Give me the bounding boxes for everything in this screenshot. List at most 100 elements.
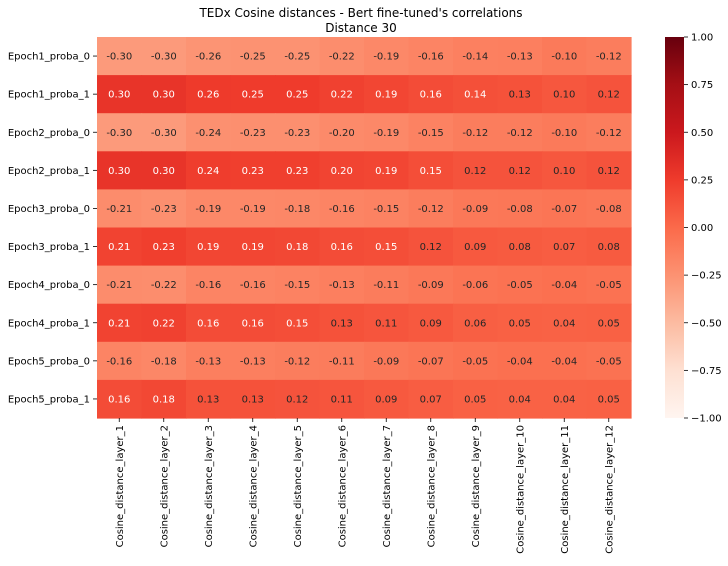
heatmap-cell <box>586 37 632 76</box>
cell-value-label: 0.06 <box>464 318 486 329</box>
heatmap-cell <box>230 379 276 419</box>
x-tick-label: Cosine_distance_layer_1 <box>115 425 126 547</box>
heatmap-cell <box>586 151 632 190</box>
cell-value-label: -0.15 <box>418 128 444 139</box>
heatmap-cell <box>97 75 143 114</box>
cell-value-label: -0.10 <box>551 52 577 63</box>
cell-value-label: -0.05 <box>596 356 622 367</box>
cell-value-label: -0.30 <box>151 128 177 139</box>
heatmap-cell <box>542 113 588 152</box>
heatmap-cell <box>408 151 454 190</box>
cell-value-label: -0.13 <box>195 356 221 367</box>
cell-value-label: -0.23 <box>151 204 177 215</box>
cell-value-label: 0.30 <box>108 90 130 101</box>
cell-value-label: -0.11 <box>329 356 355 367</box>
cell-value-label: -0.23 <box>284 128 310 139</box>
heatmap-cell <box>542 303 588 343</box>
heatmap-cell <box>364 75 410 114</box>
cell-value-label: 0.23 <box>286 166 308 177</box>
cell-value-label: -0.08 <box>596 204 622 215</box>
heatmap-cell <box>230 227 276 267</box>
heatmap-cell <box>453 37 499 76</box>
cell-value-label: -0.12 <box>507 128 533 139</box>
cell-value-label: -0.12 <box>596 128 622 139</box>
heatmap-cell <box>408 265 454 305</box>
heatmap-cell <box>586 341 632 381</box>
y-tick-label: Epoch4_proba_0 <box>8 280 90 291</box>
heatmap-cell <box>319 37 365 76</box>
cell-value-label: 0.09 <box>464 242 486 253</box>
cell-value-label: 0.16 <box>108 394 130 405</box>
heatmap-cell <box>364 265 410 305</box>
heatmap-cell <box>319 113 365 152</box>
cell-value-label: -0.05 <box>507 280 533 291</box>
heatmap-cell <box>408 379 454 419</box>
cell-value-label: -0.22 <box>329 52 355 63</box>
cell-value-label: -0.08 <box>507 204 533 215</box>
heatmap-cell <box>230 303 276 343</box>
heatmap-cell <box>586 113 632 152</box>
heatmap-cell <box>319 303 365 343</box>
heatmap-cell <box>275 151 321 190</box>
cell-value-label: 0.09 <box>420 318 442 329</box>
cell-value-label: 0.16 <box>420 90 442 101</box>
cell-value-label: -0.25 <box>284 52 310 63</box>
heatmap-cell <box>230 113 276 152</box>
cell-value-label: 0.13 <box>242 394 264 405</box>
heatmap-cell <box>408 189 454 229</box>
heatmap-cell <box>497 37 543 76</box>
cell-value-label: 0.24 <box>197 166 219 177</box>
cell-value-label: -0.16 <box>195 280 221 291</box>
cell-value-label: 0.14 <box>464 90 486 101</box>
heatmap-cell <box>408 113 454 152</box>
cell-value-label: 0.22 <box>331 90 353 101</box>
cell-value-label: 0.15 <box>286 318 308 329</box>
heatmap-cell <box>364 113 410 152</box>
y-tick-label: Epoch3_proba_0 <box>8 204 90 215</box>
x-tick-label: Cosine_distance_layer_11 <box>560 425 571 554</box>
cell-value-label: 0.08 <box>509 242 531 253</box>
cell-value-label: 0.10 <box>553 90 575 101</box>
cell-value-label: 0.12 <box>420 242 442 253</box>
cell-value-label: -0.15 <box>284 280 310 291</box>
heatmap-cell <box>497 265 543 305</box>
heatmap-cell <box>408 303 454 343</box>
cell-value-label: 0.12 <box>598 166 620 177</box>
cell-value-label: 0.05 <box>598 318 620 329</box>
cell-value-label: -0.24 <box>195 128 221 139</box>
heatmap-cell <box>364 37 410 76</box>
cell-value-label: 0.30 <box>108 166 130 177</box>
heatmap-cell <box>497 113 543 152</box>
cell-value-label: -0.22 <box>151 280 177 291</box>
heatmap-cell <box>275 37 321 76</box>
cell-value-label: 0.19 <box>197 242 219 253</box>
heatmap-cell <box>97 303 143 343</box>
cell-value-label: -0.16 <box>329 204 355 215</box>
cell-value-label: 0.19 <box>242 242 264 253</box>
cell-value-label: 0.30 <box>153 90 175 101</box>
heatmap-cell <box>319 379 365 419</box>
cell-value-label: -0.07 <box>551 204 577 215</box>
x-tick-label: Cosine_distance_layer_10 <box>515 425 526 554</box>
chart-title: TEDx Cosine distances - Bert fine-tuned'… <box>198 6 522 20</box>
cell-value-label: 0.15 <box>375 242 397 253</box>
heatmap-cell <box>97 379 143 419</box>
x-tick-label: Cosine_distance_layer_6 <box>337 425 348 547</box>
heatmap-cell <box>364 227 410 267</box>
heatmap-cell <box>186 227 232 267</box>
chart-subtitle: Distance 30 <box>325 21 397 35</box>
heatmap-cell <box>230 189 276 229</box>
heatmap-cell <box>453 341 499 381</box>
cell-value-label: 0.16 <box>197 318 219 329</box>
x-tick-label: Cosine_distance_layer_2 <box>159 425 170 547</box>
y-tick-label: Epoch4_proba_1 <box>8 318 90 329</box>
heatmap-cell <box>497 341 543 381</box>
colorbar <box>665 37 684 418</box>
heatmap-cell <box>275 75 321 114</box>
heatmap-cell <box>453 75 499 114</box>
cell-value-label: -0.16 <box>418 52 444 63</box>
cell-value-label: -0.05 <box>462 356 488 367</box>
cell-value-label: -0.09 <box>462 204 488 215</box>
